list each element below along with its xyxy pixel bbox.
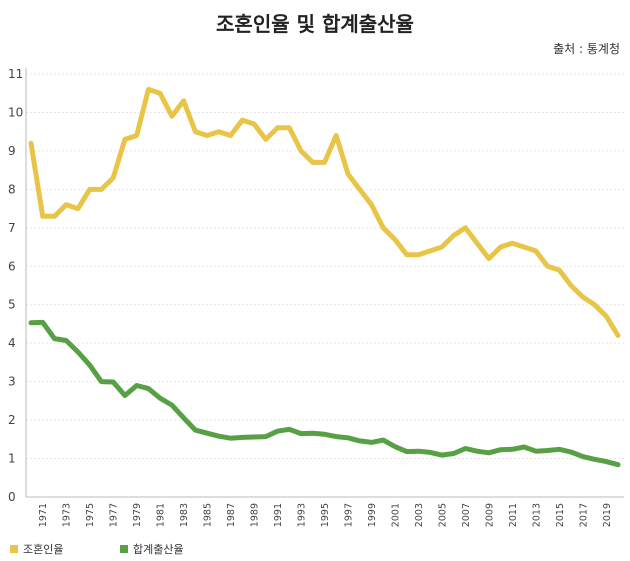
x-tick: 1987 xyxy=(226,503,237,527)
x-tick: 1989 xyxy=(250,503,261,527)
x-tick: 1995 xyxy=(320,503,331,527)
x-tick: 2005 xyxy=(437,503,448,527)
x-tick-label: 2001 xyxy=(390,503,401,527)
x-tick: 2009 xyxy=(484,503,495,527)
x-tick: 1971 xyxy=(38,503,49,527)
chart-title: 조혼인율 및 합계출산율 xyxy=(216,12,414,36)
y-tick-label: 10 xyxy=(8,105,23,119)
x-tick-label: 2015 xyxy=(555,503,566,527)
y-tick-label: 3 xyxy=(8,375,16,389)
y-tick-label: 4 xyxy=(8,336,16,350)
x-tick-label: 1987 xyxy=(226,503,237,527)
x-tick-label: 1995 xyxy=(320,503,331,527)
source-note: 출처 : 통계청 xyxy=(553,42,620,56)
y-tick-label: 7 xyxy=(8,221,16,235)
legend-item-marriage: 조혼인율 xyxy=(10,541,63,557)
x-tick: 2017 xyxy=(578,503,589,527)
x-tick: 1997 xyxy=(343,503,354,527)
y-tick-label: 1 xyxy=(8,452,16,466)
axes xyxy=(25,68,624,498)
x-tick-label: 1989 xyxy=(250,503,261,527)
x-tick-label: 1973 xyxy=(62,503,73,527)
x-tick: 1999 xyxy=(367,503,378,527)
x-tick-labels: 1971 1973 1975 1977 1979 1981 1983 1985 1987 1989… xyxy=(38,503,613,527)
y-tick-label: 8 xyxy=(8,182,16,196)
legend-swatch-marriage xyxy=(10,545,18,553)
legend-swatch-fertility xyxy=(120,545,128,553)
y-tick-labels: 0 1 2 3 4 5 6 7 8 9 10 11 xyxy=(8,67,23,504)
x-tick-label: 1997 xyxy=(343,503,354,527)
x-tick-label: 2009 xyxy=(484,503,495,527)
series-line-marriage-rate xyxy=(28,86,621,338)
y-tick-label: 6 xyxy=(8,259,16,273)
x-tick-label: 1991 xyxy=(273,503,284,527)
series-lines xyxy=(28,86,621,468)
y-tick-label: 5 xyxy=(8,298,16,312)
x-tick: 1981 xyxy=(156,503,167,527)
y-tick-label: 9 xyxy=(8,144,16,158)
x-tick-label: 2019 xyxy=(602,503,613,527)
x-tick: 1973 xyxy=(62,503,73,527)
x-tick: 1985 xyxy=(203,503,214,527)
x-tick: 2013 xyxy=(531,503,542,527)
x-tick: 2015 xyxy=(555,503,566,527)
x-tick: 1991 xyxy=(273,503,284,527)
x-tick-label: 2003 xyxy=(414,503,425,527)
y-tick-label: 2 xyxy=(8,413,16,427)
x-tick-label: 2011 xyxy=(508,503,519,527)
x-tick: 1993 xyxy=(297,503,308,527)
x-tick: 2003 xyxy=(414,503,425,527)
x-tick: 1977 xyxy=(109,503,120,527)
x-tick: 2007 xyxy=(461,503,472,527)
x-tick-label: 2007 xyxy=(461,503,472,527)
x-tick-label: 1999 xyxy=(367,503,378,527)
x-tick: 1975 xyxy=(85,503,96,527)
x-tick-label: 1985 xyxy=(203,503,214,527)
x-tick-label: 1993 xyxy=(297,503,308,527)
y-tick-label: 11 xyxy=(8,67,23,81)
x-tick: 2001 xyxy=(390,503,401,527)
x-tick-label: 2017 xyxy=(578,503,589,527)
x-tick-label: 1979 xyxy=(132,503,143,527)
x-tick-label: 1971 xyxy=(38,503,49,527)
x-tick: 1983 xyxy=(179,503,190,527)
x-tick: 2019 xyxy=(602,503,613,527)
x-tick-label: 1977 xyxy=(109,503,120,527)
legend-item-fertility: 합계출산율 xyxy=(120,541,184,557)
series-line-fertility-rate xyxy=(28,319,621,468)
legend-label-fertility: 합계출산율 xyxy=(133,543,184,556)
x-tick-label: 2013 xyxy=(531,503,542,527)
grid-lines xyxy=(26,73,624,460)
y-tick-label: 0 xyxy=(8,490,16,504)
x-tick: 1979 xyxy=(132,503,143,527)
x-tick-label: 1975 xyxy=(85,503,96,527)
x-tick-label: 1983 xyxy=(179,503,190,527)
x-tick-label: 2005 xyxy=(437,503,448,527)
x-tick: 2011 xyxy=(508,503,519,527)
x-tick-label: 1981 xyxy=(156,503,167,527)
legend-label-marriage: 조혼인율 xyxy=(23,543,64,556)
